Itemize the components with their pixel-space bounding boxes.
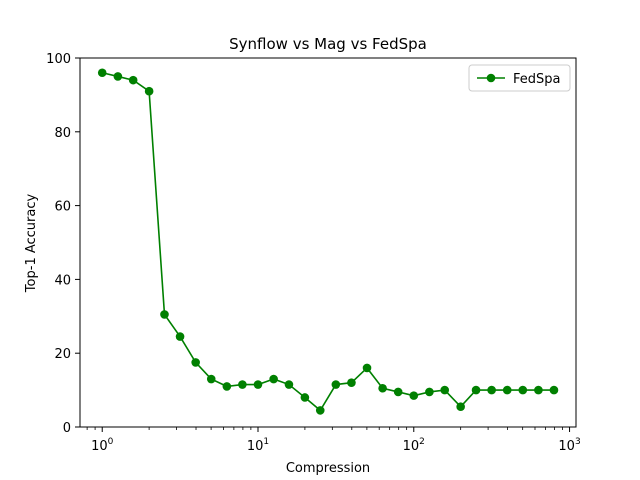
data-point bbox=[269, 374, 278, 384]
x-axis-label: Compression bbox=[286, 461, 370, 476]
data-point bbox=[175, 332, 185, 341]
chart-title: Synflow vs Mag vs FedSpa bbox=[229, 35, 427, 53]
y-tick-label: 40 bbox=[54, 273, 71, 288]
data-point bbox=[222, 382, 232, 391]
data-point bbox=[284, 380, 294, 389]
data-point bbox=[238, 380, 247, 389]
y-axis-label: Top-1 Accuracy bbox=[24, 194, 39, 294]
x-tick-label: 101 bbox=[247, 437, 269, 454]
data-point bbox=[502, 385, 512, 395]
data-point bbox=[409, 391, 419, 400]
legend-label: FedSpa bbox=[513, 72, 561, 87]
data-point bbox=[456, 402, 465, 412]
x-tick-label: 100 bbox=[91, 437, 114, 454]
data-point bbox=[393, 387, 403, 397]
data-point bbox=[331, 380, 341, 389]
data-point bbox=[425, 387, 434, 397]
data-point bbox=[549, 385, 559, 395]
data-point bbox=[97, 68, 107, 78]
y-tick-label: 100 bbox=[46, 52, 71, 67]
data-point bbox=[253, 380, 263, 389]
data-point bbox=[300, 393, 310, 402]
data-point bbox=[487, 385, 496, 395]
data-point bbox=[440, 385, 450, 395]
legend-marker bbox=[486, 73, 496, 83]
data-point bbox=[518, 385, 528, 395]
data-point bbox=[315, 406, 325, 415]
data-point bbox=[128, 75, 138, 85]
axes-frame bbox=[79, 57, 577, 428]
data-point bbox=[113, 72, 123, 81]
data-point bbox=[362, 363, 372, 373]
legend: FedSpa bbox=[468, 64, 571, 92]
data-point bbox=[378, 383, 387, 393]
data-point bbox=[534, 385, 543, 395]
plot-area bbox=[97, 68, 559, 415]
data-point bbox=[206, 374, 216, 384]
axes: 100 101 102 103 0 20 40 60 80 100 bbox=[46, 52, 581, 454]
data-point bbox=[347, 378, 356, 388]
data-point bbox=[471, 385, 481, 395]
y-tick-label: 0 bbox=[63, 421, 71, 436]
data-point bbox=[191, 358, 200, 367]
y-tick-label: 60 bbox=[54, 200, 71, 215]
data-point bbox=[144, 86, 154, 96]
x-tick-label: 103 bbox=[558, 437, 580, 454]
legend-box bbox=[468, 64, 571, 92]
x-tick-label: 102 bbox=[403, 437, 425, 454]
y-tick-label: 80 bbox=[54, 126, 71, 141]
y-tick-label: 20 bbox=[54, 347, 71, 362]
data-point bbox=[160, 310, 169, 319]
